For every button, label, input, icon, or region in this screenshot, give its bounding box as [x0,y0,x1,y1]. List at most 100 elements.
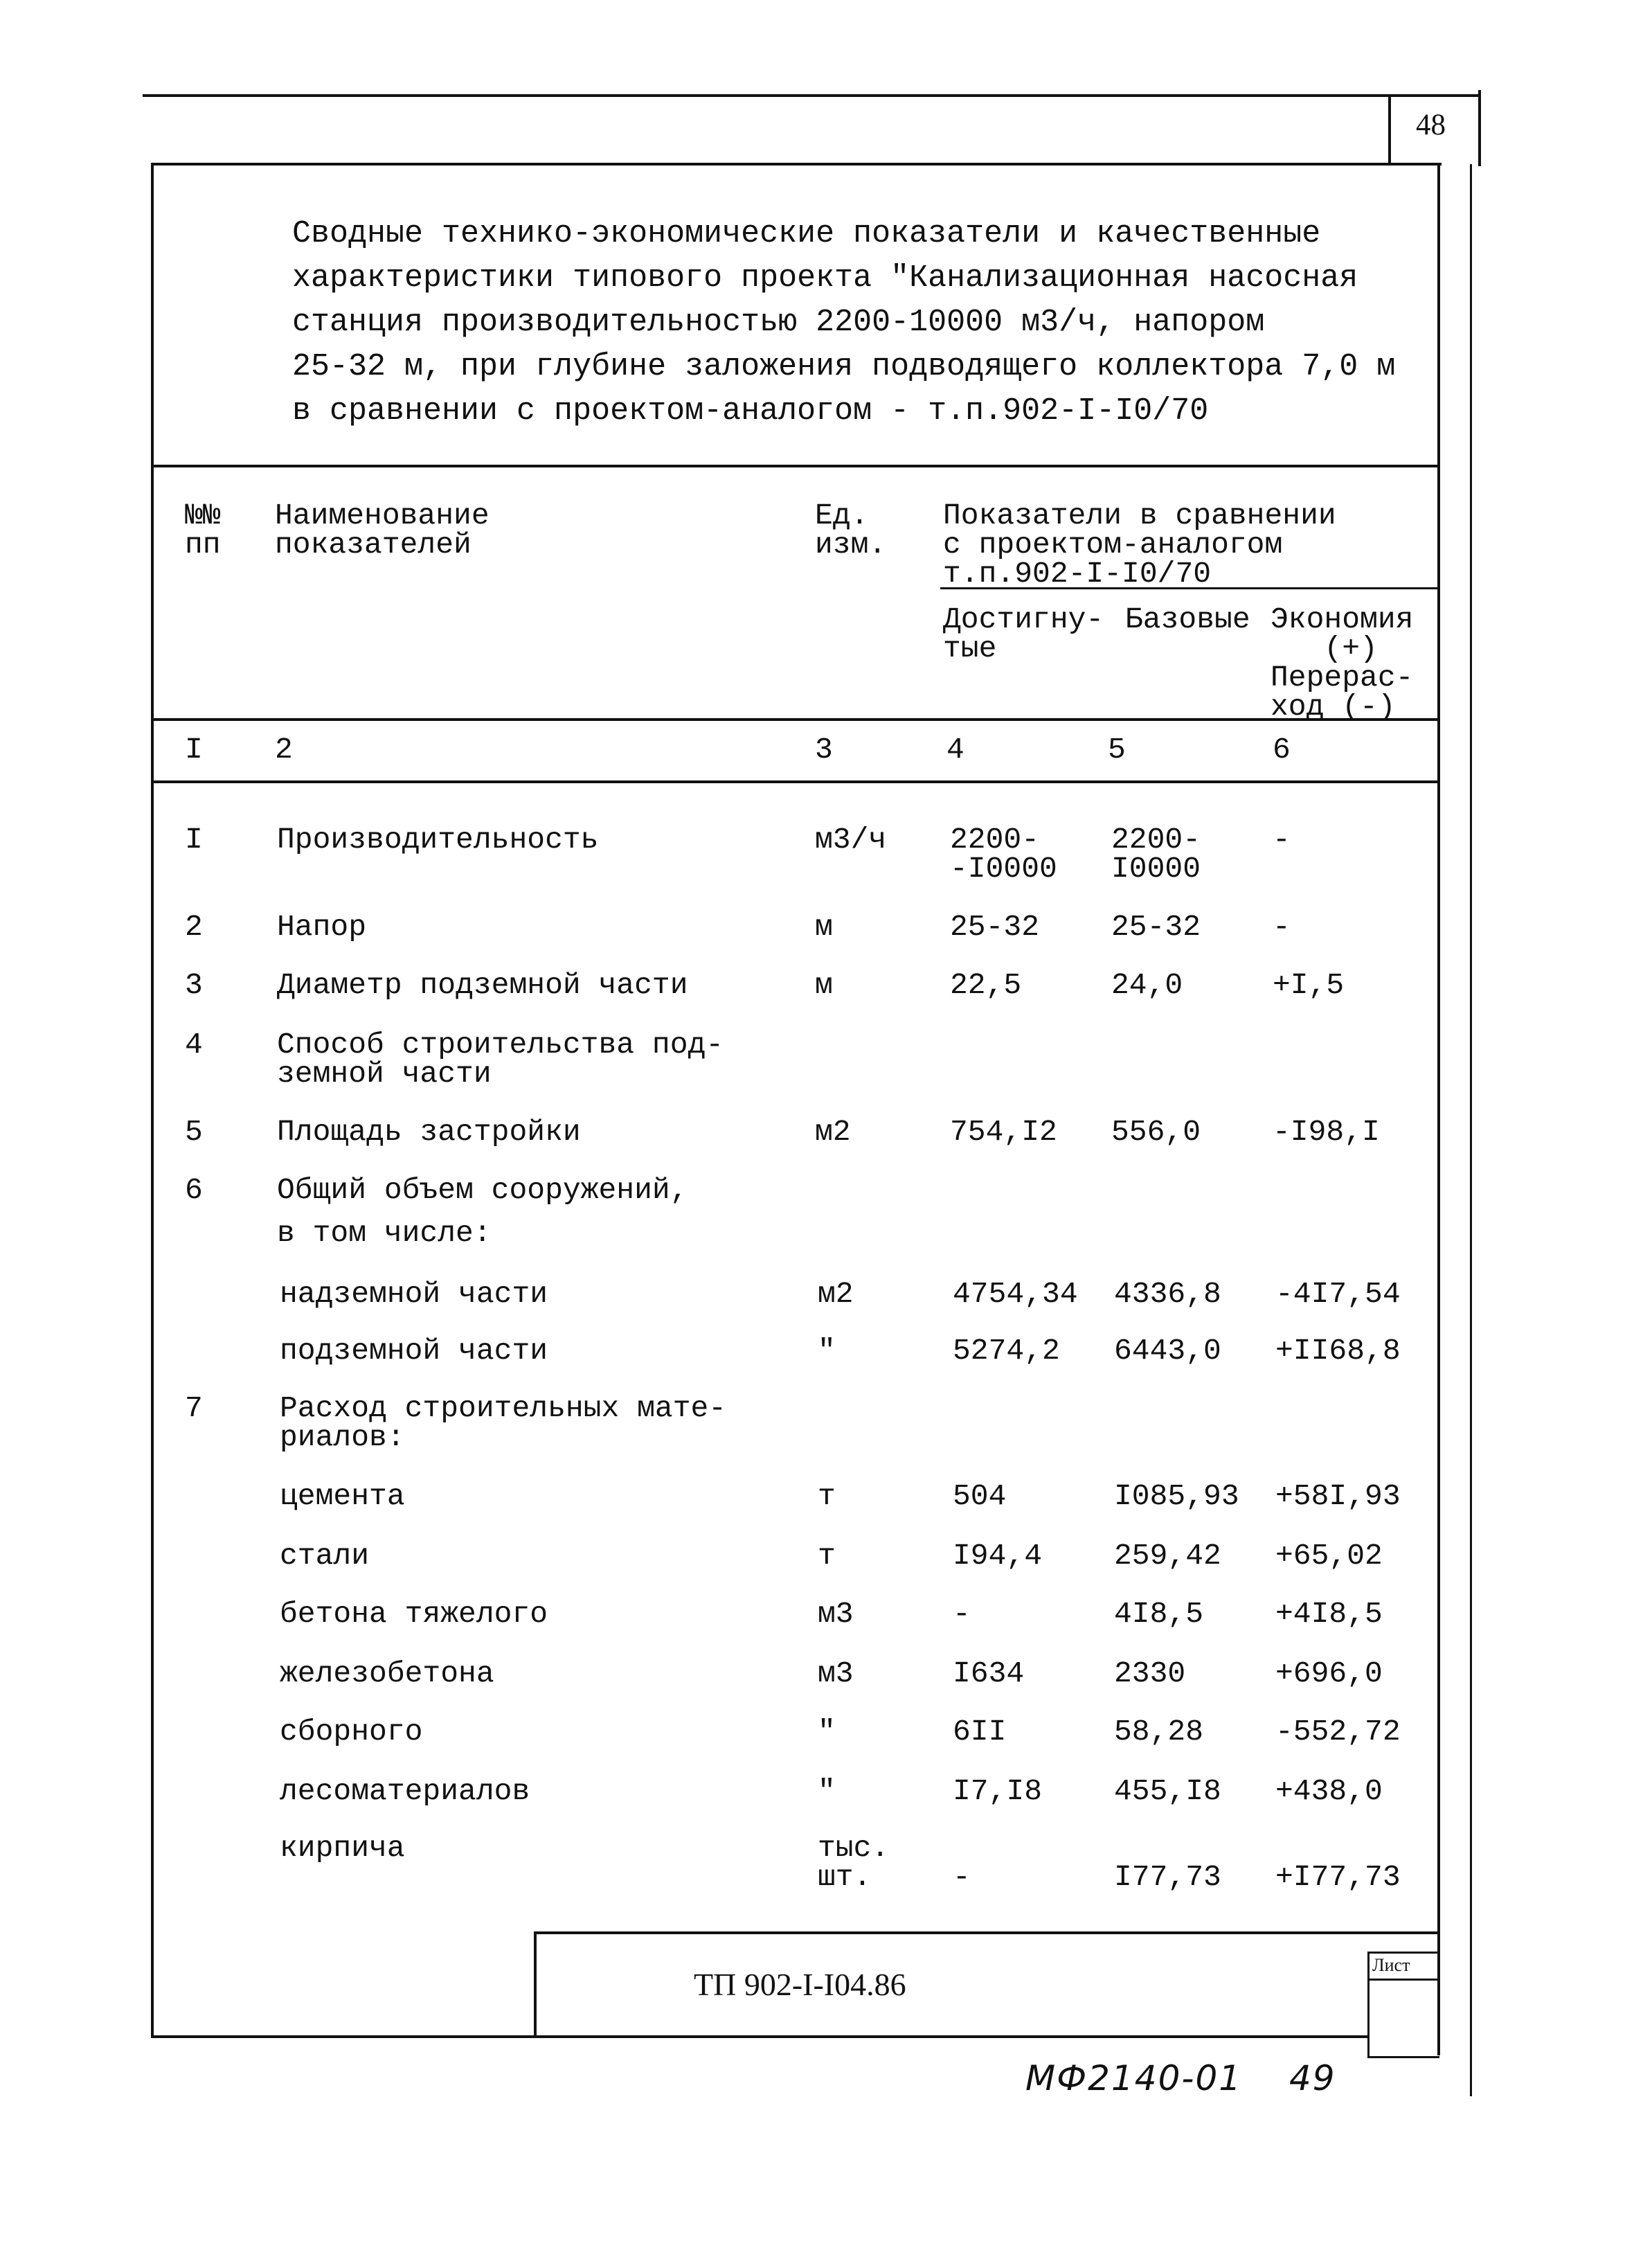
cell-unit: м3/ч [815,823,887,857]
cell-diff: - [1273,910,1291,944]
header-compare: Показатели в сравнении с проектом-аналог… [943,499,1336,591]
cell-name: Производительность [277,823,599,857]
sheet-label: Лист [1372,1955,1410,1975]
cell-n: 5 [185,1115,203,1149]
cell-base: 259,42 [1114,1539,1221,1573]
cell-name: Площадь застройки [277,1115,581,1149]
cell-diff: -552,72 [1275,1715,1401,1749]
cell-diff: -I98,I [1273,1115,1380,1149]
cell-unit: тыс. шт. [818,1831,890,1894]
cell-name: бетона тяжелого [280,1597,548,1631]
header-top-rule [154,465,1439,467]
frame-left [151,163,154,2038]
cell-name: стали [280,1539,370,1573]
cell-diff: -4I7,54 [1275,1277,1401,1311]
cell-achieved: I7,I8 [953,1774,1043,1808]
cell-n: 7 [185,1391,203,1425]
cell-unit: м3 [818,1657,854,1690]
cell-unit: " [818,1715,836,1749]
cell-name: подземной части [280,1334,548,1368]
frame-right [1437,163,1440,2055]
cell-achieved: 754,I2 [950,1115,1057,1149]
cell-base: 6443,0 [1114,1334,1221,1368]
cell-diff: +696,0 [1275,1657,1383,1690]
stamp-code: ТП 902-I-I04.86 [694,1967,906,2002]
column-number: 2 [275,733,293,767]
cell-unit: м2 [815,1115,851,1149]
cell-unit: м3 [818,1597,854,1631]
cell-unit: т [818,1539,836,1573]
column-number: 5 [1108,733,1126,767]
cell-diff: +438,0 [1275,1774,1383,1808]
cell-achieved: 4754,34 [953,1277,1078,1311]
cell-name: Расход строительных мате- риалов: [280,1391,727,1454]
header-unit: Ед. изм. [815,499,887,562]
sheet-box [1367,1952,1439,2058]
column-number: 6 [1273,733,1291,767]
page-box-left [1388,96,1391,164]
cell-base: 25-32 [1111,910,1201,944]
cell-name: Диаметр подземной части [277,968,688,1002]
cell-unit: " [818,1334,836,1368]
cell-diff: +4I8,5 [1275,1597,1383,1631]
column-numbers-rule [154,780,1439,783]
header-diff: Экономия (+) Перерас- ход (-) [1271,602,1414,724]
cell-diff: +58I,93 [1275,1479,1401,1513]
header-base: Базовые [1125,602,1250,636]
compare-underline [940,587,1439,589]
cell-base: 2330 [1114,1657,1186,1690]
top-rule [143,94,1481,97]
document-title: Сводные технико-экономические показатели… [292,216,1396,429]
header-name: Наименование показателей [275,499,490,562]
handwritten-page: 49 [1289,2058,1336,2098]
cell-unit: м [815,910,833,944]
stamp-top-rule [534,1931,1439,1934]
cell-n: 2 [185,910,203,944]
frame-top [151,163,1442,166]
cell-diff: - [1273,823,1291,857]
cell-n: 3 [185,968,203,1002]
cell-base: 4I8,5 [1114,1597,1204,1631]
cell-name: цемента [280,1479,405,1513]
cell-achieved: 2200- -I0000 [950,823,1057,886]
cell-achieved: 6II [953,1715,1007,1749]
stamp-left-rule [534,1931,537,2037]
cell-name: Способ строительства под- земной части [277,1028,724,1091]
frame-bottom [151,2035,1370,2038]
cell-name: сборного [280,1715,423,1749]
header-num: №№ пп [185,499,221,562]
cell-name: лесоматериалов [280,1774,530,1808]
cell-base: I085,93 [1114,1479,1239,1513]
cell-achieved: 5274,2 [953,1334,1060,1368]
cell-diff: +II68,8 [1275,1334,1401,1368]
page-box-right [1478,90,1481,166]
handwritten-code: МФ2140-01 [1025,2058,1243,2098]
cell-base: 58,28 [1114,1715,1204,1749]
cell-base: 455,I8 [1114,1774,1221,1808]
cell-name: кирпича [280,1831,405,1865]
cell-name: надземной части [280,1277,548,1311]
cell-unit: " [818,1774,836,1808]
cell-n: I [185,823,203,857]
cell-achieved: 25-32 [950,910,1040,944]
cell-n: 6 [185,1173,203,1207]
column-number: I [185,733,203,767]
cell-unit: т [818,1479,836,1513]
cell-n: 4 [185,1028,203,1062]
sheet-box-divider [1367,1979,1439,1981]
column-number: 3 [815,733,833,767]
cell-base: 24,0 [1111,968,1183,1002]
cell-achieved: 22,5 [950,968,1022,1002]
cell-base: 556,0 [1111,1115,1201,1149]
cell-name: железобетона [280,1657,494,1690]
cell-achieved: I94,4 [953,1539,1043,1573]
cell-base: 2200- I0000 [1111,823,1201,886]
cell-diff: +65,02 [1275,1539,1383,1573]
cell-name: Общий объем сооружений, [277,1173,688,1207]
cell-achieved: I634 [953,1657,1025,1690]
cell-diff: +I,5 [1273,968,1345,1002]
cell-achieved: 504 [953,1479,1007,1513]
page-number: 48 [1416,109,1446,141]
cell-base: I77,73 [1114,1860,1221,1894]
cell-unit: м [815,968,833,1002]
